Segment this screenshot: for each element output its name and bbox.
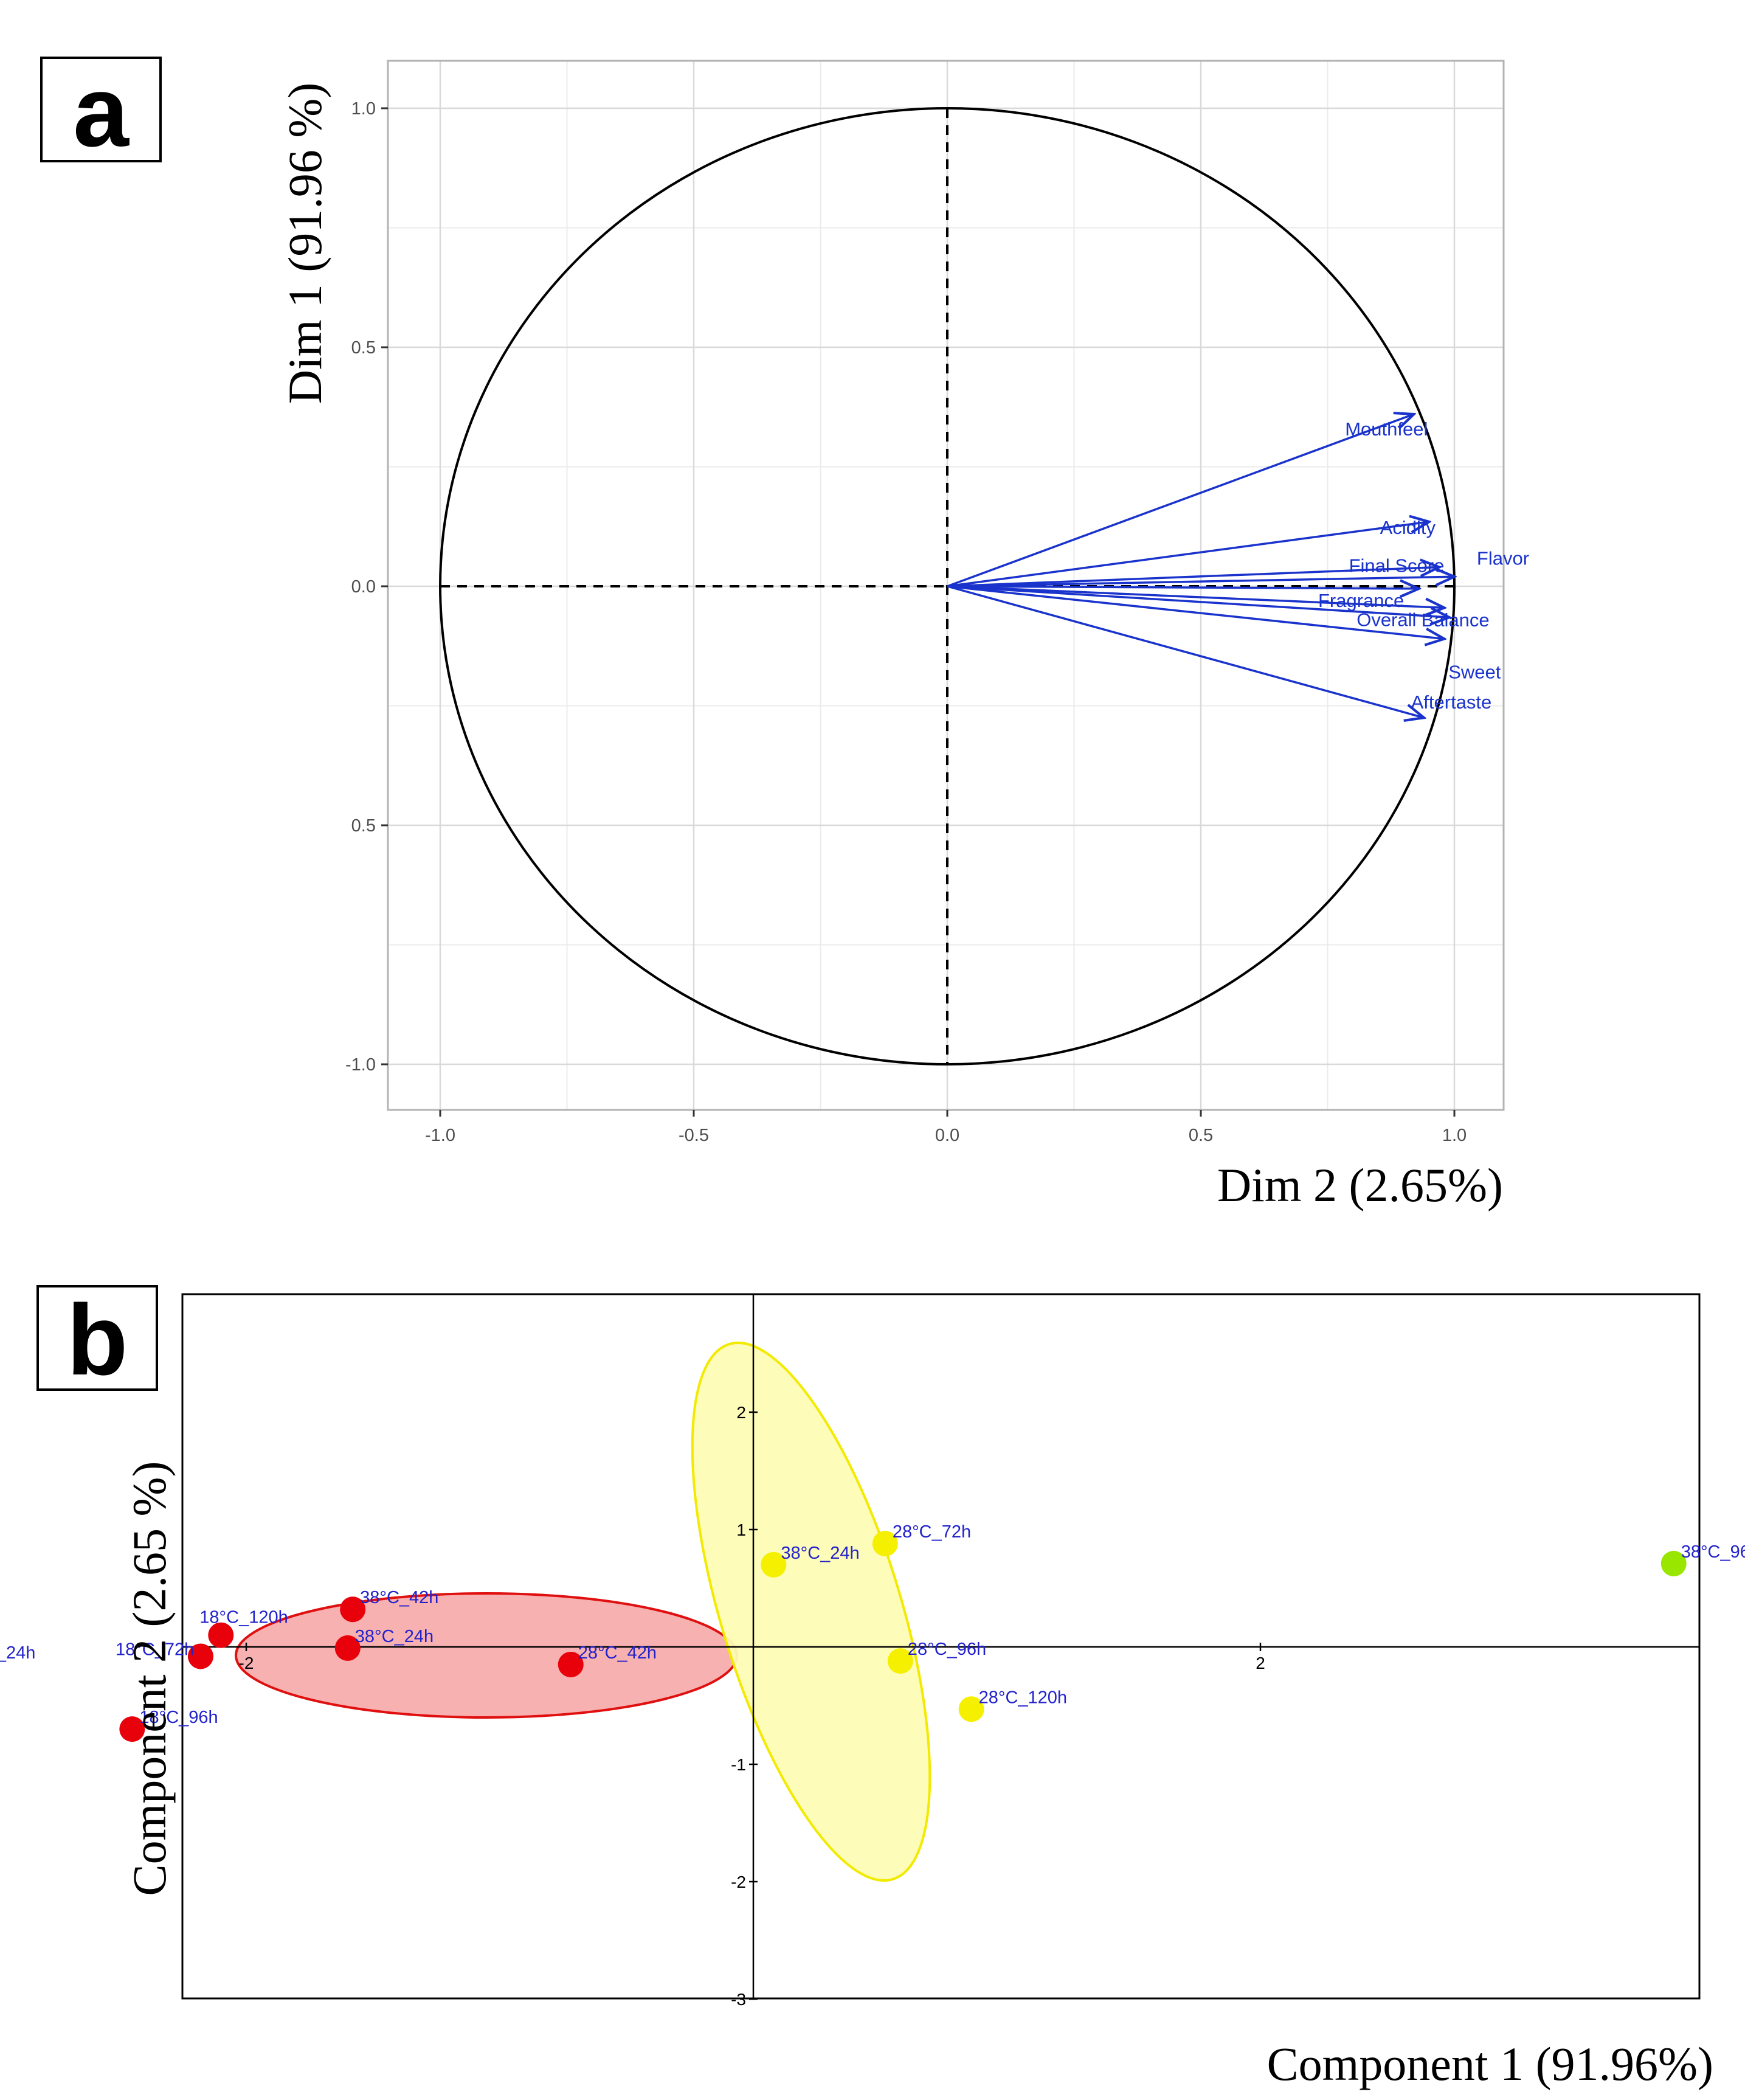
point-8 (761, 1551, 787, 1578)
x-tick-label: 0.5 (1189, 1126, 1213, 1145)
panel-a-x-axis-title: Dim 2 (2.65%) (1217, 1159, 1503, 1211)
panel-b-x-ticks: -4-2246 (239, 1643, 1265, 1672)
y-tick-label: -3 (731, 1990, 746, 2009)
x-tick-label: -2 (239, 1654, 254, 1672)
point-label-5: 38°C_42h (360, 1588, 438, 1607)
panel-b-letter: b (67, 1284, 128, 1396)
point-10 (887, 1648, 913, 1674)
point-label-12: 38°C_96h (1681, 1542, 1745, 1562)
y-tick-label: 0.5 (351, 338, 376, 358)
arrow-mouthfeel (947, 414, 1414, 587)
x-tick-label: 2 (1256, 1654, 1265, 1672)
arrow-final-score (947, 567, 1439, 587)
point-5 (340, 1596, 366, 1623)
point-7 (558, 1651, 584, 1677)
label-sweet: Sweet (1448, 661, 1501, 682)
arrow-flavor (947, 577, 1454, 587)
point-label-7: 28°C_42h (578, 1643, 657, 1663)
point-9 (872, 1531, 898, 1557)
arrow-balance (947, 585, 1450, 617)
y-tick-label: 0.0 (351, 577, 376, 597)
panel-b: b -4-2246 21-1-2-3 18°C_42h18°C_24h18°C_… (0, 1284, 1745, 2090)
point-4 (208, 1622, 234, 1648)
label-aftertaste: Aftertaste (1411, 691, 1492, 713)
point-11 (958, 1696, 984, 1722)
panel-a-grid (388, 61, 1504, 1110)
y-tick-label: -1 (731, 1755, 746, 1774)
label-balance: Balance (1422, 609, 1490, 631)
point-label-6: 38°C_24h (355, 1627, 434, 1646)
y-tick-label: -1.0 (345, 1055, 376, 1075)
panel-a-y-ticks: 1.0 0.5 0.0 0.5 -1.0 (345, 99, 388, 1075)
label-final-score: Final Score (1349, 555, 1445, 577)
x-tick-label: 1.0 (1442, 1126, 1467, 1145)
point-label-1: 18°C_24h (0, 1643, 35, 1663)
point-2 (119, 1716, 145, 1742)
ellipse-group-28c (691, 1341, 931, 1882)
panel-a: a -1.0 -0.5 0.0 0.5 1.0 1.0 0.5 0.0 0.5 -1.0 Mou… (40, 55, 1529, 1211)
point-label-9: 28°C_72h (893, 1522, 971, 1542)
point-label-3: 18°C_72h (116, 1640, 194, 1659)
group-ellipses (235, 1341, 931, 1882)
label-overall: Overall (1356, 609, 1416, 630)
label-acidity: Acidity (1380, 517, 1436, 538)
x-tick-label: -1.0 (425, 1126, 455, 1145)
ellipse-group-18c (235, 1592, 738, 1719)
sample-labels: 18°C_42h18°C_24h18°C_96h18°C_72h18°C_120… (0, 1522, 1745, 1727)
y-tick-label: 2 (736, 1403, 746, 1422)
x-tick-label: -0.5 (679, 1126, 709, 1145)
panel-a-y-axis-title: Dim 1 (91.96 %) (278, 83, 331, 404)
x-tick-label: 0.0 (935, 1126, 959, 1145)
arrow-fragrance (947, 586, 1419, 589)
y-tick-label: 1.0 (351, 99, 376, 119)
arrow-sweet (947, 585, 1444, 639)
panel-a-label-box (40, 57, 162, 162)
panel-a-letter: a (73, 55, 130, 167)
y-tick-label: -2 (731, 1873, 746, 1891)
point-label-2: 18°C_96h (139, 1708, 218, 1727)
panel-a-x-ticks: -1.0 -0.5 0.0 0.5 1.0 (425, 1110, 1467, 1145)
point-label-10: 28°C_96h (908, 1640, 986, 1659)
label-flavor: Flavor (1477, 547, 1529, 569)
label-mouthfeel: Mouthfeel (1345, 418, 1428, 440)
variable-labels: Mouthfeel Acidity Flavor Final Score Fragran… (1318, 418, 1529, 713)
arrow-overall (947, 585, 1444, 608)
panel-b-y-ticks: 2 1 -1 -2 -3 (731, 1403, 758, 2009)
point-6 (334, 1635, 361, 1661)
y-tick-label: 1 (736, 1520, 746, 1539)
point-12 (1660, 1550, 1687, 1576)
arrow-acidity (947, 522, 1429, 587)
sample-points (119, 1531, 1687, 1742)
point-label-4: 18°C_120h (199, 1608, 288, 1627)
point-label-11: 28°C_120h (979, 1688, 1067, 1707)
panel-a-plot-frame (387, 60, 1505, 1111)
panel-b-y-axis-title: Component 2 (2.65 %) (123, 1461, 176, 1896)
y-tick-label: 0.5 (351, 816, 376, 836)
point-label-8: 38°C_24h (781, 1544, 859, 1563)
panel-b-x-axis-title: Component 1 (91.96%) (1267, 2037, 1713, 2090)
point-3 (187, 1643, 213, 1669)
panel-b-label-box (36, 1285, 158, 1391)
arrow-aftertaste (947, 585, 1424, 718)
label-fragrance: Fragrance (1318, 590, 1404, 611)
variable-arrows (947, 414, 1454, 718)
